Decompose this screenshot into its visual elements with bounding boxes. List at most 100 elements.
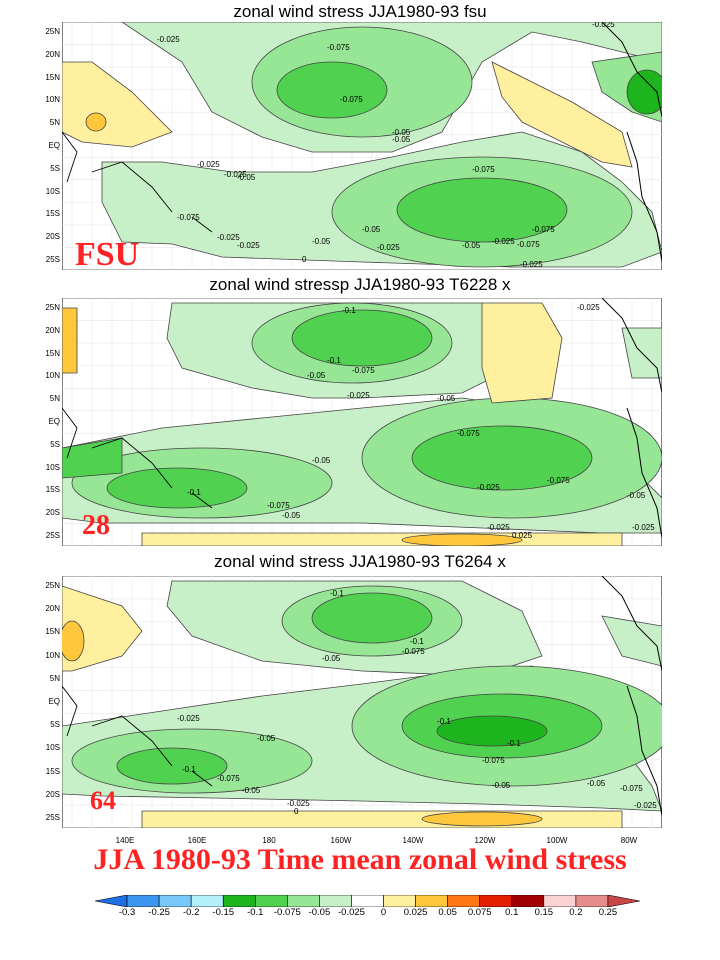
contour-label: -0.025 (224, 170, 247, 179)
lat-label: 10N (45, 371, 60, 381)
contour-label: -0.025 (477, 483, 500, 492)
colorbar-swatch (543, 895, 577, 907)
lat-label: 15S (45, 209, 60, 219)
contour-label: -0.025 (492, 237, 515, 246)
contour-label: -0.05 (492, 781, 511, 790)
contour-label: -0.025 (520, 260, 543, 269)
lat-label: 10S (45, 186, 60, 196)
colorbar-tick-label: -0.3 (118, 907, 136, 918)
contour-label: -0.05 (437, 394, 456, 403)
lat-axis-t6264: 25N 20N 15N 10N 5N EQ 5S 10S 15S 20S 25S (38, 576, 62, 828)
contour-label: -0.025 (197, 160, 220, 169)
lat-label: 10N (45, 95, 60, 105)
lat-label: 25N (45, 27, 60, 36)
contour-label: -0.025 (287, 799, 310, 808)
colorbar-tick-label: 0.15 (534, 907, 554, 918)
contour-label: -0.075 (472, 165, 495, 174)
lon-label: 100W (546, 836, 568, 845)
contour-label: -0.1 (327, 356, 341, 365)
lat-label: 5S (50, 439, 60, 449)
colorbar-labels: -0.3 -0.25 -0.2 -0.15 -0.1 -0.075 -0.05 -0.025 0… (95, 907, 640, 921)
colorbar-swatch (415, 895, 448, 907)
contour-label: -0.05 (307, 371, 326, 380)
colorbar-swatch (447, 895, 481, 907)
colorbar-tick-label: -0.25 (148, 907, 170, 918)
contour-label: -0.025 (632, 523, 655, 532)
panel-title-t6264: zonal wind stress JJA1980-93 T6264 x (214, 552, 506, 571)
lat-label: EQ (48, 697, 60, 706)
panel-title-fsu: zonal wind stress JJA1980-93 fsu (233, 2, 487, 21)
colorbar-tick-label: -0.2 (182, 907, 200, 918)
lat-label: 25N (45, 303, 60, 312)
contour-label: -0.025 (157, 35, 180, 44)
contour-label: -0.05 (587, 779, 606, 788)
contour-label: -0.025 (177, 714, 200, 723)
colorbar-swatch (287, 895, 320, 907)
contour-label: -0.05 (312, 237, 331, 246)
colorbar-swatch (511, 895, 545, 907)
colorbar-tick-label: -0.05 (308, 907, 331, 918)
contour-label: -0.05 (237, 173, 256, 182)
lat-axis-t6228: 25N 20N 15N 10N 5N EQ 5S 10S 15S 20S 25S (38, 298, 62, 546)
panel-tag-28: 28 (82, 510, 110, 541)
contour-label: -0.05 (282, 511, 301, 520)
lat-label: 15N (45, 627, 60, 637)
contour-label: -0.05 (312, 456, 331, 465)
contour-label: -0.1 (187, 488, 201, 497)
colorbar-tick-label: 0.1 (505, 907, 519, 918)
lon-label: 80W (620, 836, 638, 845)
lat-label: 5N (49, 673, 60, 683)
contour-label: -0.05 (322, 654, 341, 663)
colorbar-tick-label: -0.025 (338, 907, 365, 918)
contour-label: -0.025 (237, 241, 260, 250)
contour-label: -0.075 (177, 213, 200, 222)
contour-label: -0.1 (507, 739, 521, 748)
contour-label: -0.025 (634, 801, 657, 810)
colorbar-swatch (95, 895, 128, 907)
colorbar-tick-label: -0.075 (273, 907, 301, 918)
colorbar-swatch (254, 895, 288, 907)
lat-label: 20S (45, 232, 60, 242)
lat-label: 25S (45, 813, 60, 822)
contour-label: -0.075 (352, 366, 375, 375)
lon-label: 140E (115, 836, 135, 845)
colorbar (95, 895, 640, 907)
contour-label: -0.075 (457, 429, 480, 438)
lon-label: 140W (402, 836, 424, 845)
lat-label: 5S (50, 163, 60, 173)
main-title: JJA 1980-93 Time mean zonal wind stress (93, 843, 627, 876)
lat-label: 5S (50, 720, 60, 730)
colorbar-swatch (479, 895, 513, 907)
lon-axis: 140E 160E 180 160W 140W 120W 100W 80W (62, 836, 662, 848)
contour-label: -0.05 (242, 786, 261, 795)
contour-label: 0.025 (512, 531, 533, 540)
contour-label: -0.025 (347, 391, 370, 400)
colorbar-swatch (351, 895, 384, 907)
contour-label: -0.075 (517, 240, 540, 249)
contour-label: -0.05 (462, 241, 481, 250)
lon-label: 160W (330, 836, 352, 845)
colorbar-tick-label: 0 (380, 907, 387, 918)
contour-label: -0.075 (217, 774, 240, 783)
colorbar-swatch (126, 895, 160, 907)
contour-label: -0.075 (267, 501, 290, 510)
contour-label: 0 (294, 807, 299, 816)
lat-label: 25N (45, 581, 60, 590)
contour-label: -0.05 (392, 135, 411, 144)
lat-label: 25S (45, 531, 60, 540)
colorbar-tick-label: 0.075 (467, 907, 492, 918)
contour-label: -0.075 (340, 95, 363, 104)
lat-label: 20S (45, 508, 60, 518)
colorbar-tick-label: 0.2 (569, 907, 583, 918)
lat-label: 10S (45, 462, 60, 472)
lon-label: 160E (187, 836, 207, 845)
colorbar-tick-label: 0.05 (438, 907, 457, 918)
colorbar-tick-label: -0.1 (247, 907, 264, 918)
colorbar-swatch (158, 895, 192, 907)
lat-label: EQ (48, 417, 60, 426)
contour-label: -0.025 (577, 303, 600, 312)
contour-label: -0.075 (620, 784, 643, 793)
contour-label: -0.05 (362, 225, 381, 234)
contour-label: -0.1 (410, 637, 424, 646)
colorbar-tick-label: 0.025 (403, 907, 428, 918)
